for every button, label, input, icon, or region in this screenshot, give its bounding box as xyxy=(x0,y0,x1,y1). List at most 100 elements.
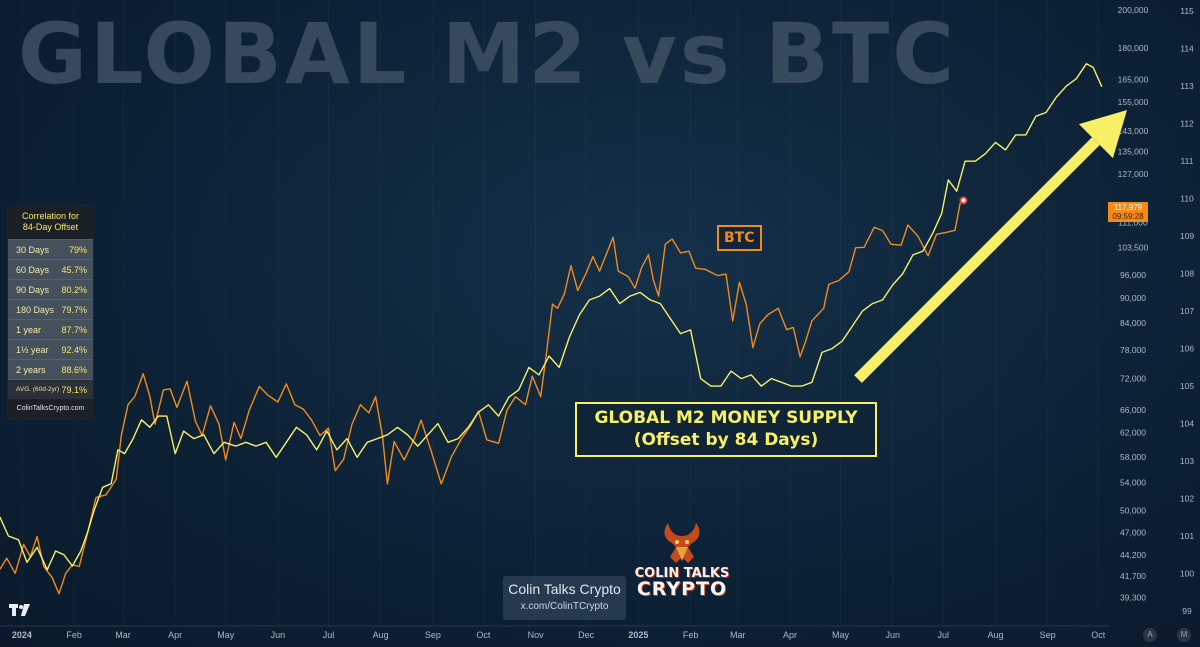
btc-last-price-marker xyxy=(959,196,968,205)
correlation-row: 1 year 87.7% xyxy=(8,319,93,339)
btc-countdown: 09:59:28 xyxy=(1112,212,1144,221)
correlation-header-line1: Correlation for xyxy=(21,211,80,221)
x-tick-label: May xyxy=(217,630,235,640)
m2-axis-tick-label: 103 xyxy=(1180,456,1194,466)
axis-mode-button[interactable]: M xyxy=(1177,628,1191,642)
correlation-value: 87.7% xyxy=(61,324,87,335)
trend-arrow-head xyxy=(1078,110,1127,159)
logo-line2: CRYPTO xyxy=(636,578,728,600)
trend-arrow-shaft xyxy=(854,137,1100,383)
btc-axis-tick-label: 200,000 xyxy=(1118,5,1149,15)
author-watermark: Colin Talks Crypto x.com/ColinTCrypto xyxy=(503,576,626,620)
correlation-row: 2 years 88.6% xyxy=(8,359,93,379)
x-tick-label: Mar xyxy=(730,630,746,640)
correlation-period: 1½ year xyxy=(16,344,49,355)
btc-annotation: BTC xyxy=(717,225,762,251)
correlation-period: 60 Days xyxy=(16,264,50,275)
m2-annotation: GLOBAL M2 MONEY SUPPLY (Offset by 84 Day… xyxy=(575,402,877,457)
btc-axis-tick-label: 39,300 xyxy=(1120,592,1146,602)
btc-axis-tick-label: 180,000 xyxy=(1118,43,1149,53)
btc-axis-tick-label: 54,000 xyxy=(1120,478,1146,488)
correlation-row: 180 Days 79.7% xyxy=(8,299,93,319)
btc-axis-tick-label: 103,500 xyxy=(1118,243,1149,253)
correlation-period: 180 Days xyxy=(16,304,55,315)
correlation-period: 1 year xyxy=(16,324,42,335)
correlation-row: 1½ year 92.4% xyxy=(8,339,93,359)
correlation-period: 30 Days xyxy=(16,244,50,255)
correlation-period: 90 Days xyxy=(16,284,50,295)
x-tick-label: Dec xyxy=(578,630,595,640)
correlation-row: 60 Days 45.7% xyxy=(8,259,93,279)
m2-annotation-line2: (Offset by 84 Days) xyxy=(633,430,819,450)
x-tick-label: Apr xyxy=(168,630,182,640)
btc-axis-tick-label: 66,000 xyxy=(1120,405,1146,415)
btc-axis-tick-label: 58,000 xyxy=(1120,452,1146,462)
m2-axis-tick-label: 101 xyxy=(1180,531,1194,541)
m2-axis-tick-label: 109 xyxy=(1180,231,1194,241)
x-tick-label: Aug xyxy=(373,630,389,640)
m2-axis-tick-label: 108 xyxy=(1180,269,1194,279)
m2-annotation-line1: GLOBAL M2 MONEY SUPPLY xyxy=(594,408,858,428)
x-tick-label: Oct xyxy=(1091,630,1106,640)
btc-last-price: 117,979 xyxy=(1113,203,1143,212)
btc-axis-tick-label: 44,200 xyxy=(1120,550,1146,560)
btc-axis-tick-label: 50,000 xyxy=(1120,505,1146,515)
m2-axis-tick-label: 111 xyxy=(1181,156,1194,166)
m2-axis-tick-label: 113 xyxy=(1180,81,1194,91)
auto-scale-button[interactable]: A xyxy=(1143,628,1157,642)
correlation-value: 79.7% xyxy=(61,304,87,315)
x-tick-label: Mar xyxy=(115,630,131,640)
chart-title: GLOBAL M2 vs BTC xyxy=(18,5,957,103)
correlation-row: 30 Days 79% xyxy=(8,239,93,259)
btc-axis-tick-label: 78,000 xyxy=(1120,345,1146,355)
x-tick-label: Feb xyxy=(66,630,82,640)
correlation-value: 92.4% xyxy=(61,344,87,355)
x-tick-label: Oct xyxy=(476,630,491,640)
x-tick-label: Jul xyxy=(323,630,335,640)
watermark-handle: x.com/ColinTCrypto xyxy=(520,601,609,612)
btc-axis-tick-label: 143,000 xyxy=(1118,126,1149,136)
m2-axis-tick-label: 105 xyxy=(1180,381,1194,391)
m2-axis-tick-label: 104 xyxy=(1180,419,1194,429)
btc-axis-tick-label: 111,000 xyxy=(1118,217,1148,227)
x-tick-label: Jun xyxy=(885,630,900,640)
x-tick-label: Aug xyxy=(987,630,1003,640)
correlation-value: 80.2% xyxy=(61,284,87,295)
btc-axis-tick-label: 47,000 xyxy=(1120,528,1146,538)
correlation-table-footer: ColinTalksCrypto.com xyxy=(8,399,93,419)
correlation-value: 79% xyxy=(68,244,87,255)
btc-axis-tick-label: 96,000 xyxy=(1120,270,1146,280)
m2-axis-tick-label: 106 xyxy=(1180,344,1194,354)
btc-axis-tick-label: 90,000 xyxy=(1120,293,1146,303)
btc-axis-tick-label: 165,000 xyxy=(1118,74,1149,84)
logo-line1: COLIN TALKS xyxy=(634,566,730,581)
m2-axis-tick-label: 102 xyxy=(1180,494,1194,504)
correlation-average-label: AVG. (60d-2yr) xyxy=(16,386,60,393)
m2-series-line xyxy=(0,63,1103,571)
m2-axis-tick-label: 115 xyxy=(1180,6,1194,16)
brand-logo: COLIN TALKS CRYPTO xyxy=(632,567,732,599)
correlation-header-line2: 84-Day Offset xyxy=(22,222,79,232)
correlation-table-header: Correlation for 84-Day Offset xyxy=(8,206,93,239)
btc-axis-tick-label: 127,000 xyxy=(1118,169,1149,179)
btc-axis-tick-label: 155,000 xyxy=(1118,97,1149,107)
correlation-row: 90 Days 80.2% xyxy=(8,279,93,299)
x-tick-label: May xyxy=(832,630,850,640)
btc-price-tag: 117,979 09:59:28 xyxy=(1108,202,1148,222)
x-tick-label: Sep xyxy=(425,630,441,640)
x-tick-label: Jun xyxy=(271,630,286,640)
btc-axis-tick-label: 72,000 xyxy=(1120,374,1146,384)
correlation-average-value: 79.1% xyxy=(61,384,87,395)
btc-axis-tick-label: 135,000 xyxy=(1118,147,1149,157)
correlation-value: 88.6% xyxy=(61,364,87,375)
correlation-period: 2 years xyxy=(16,364,46,375)
x-tick-label: 2025 xyxy=(628,630,648,640)
btc-series-line xyxy=(0,199,965,595)
btc-axis-tick-label: 41,700 xyxy=(1120,571,1146,581)
watermark-name: Colin Talks Crypto xyxy=(508,581,621,597)
x-tick-label: Apr xyxy=(783,630,797,640)
x-tick-label: Feb xyxy=(683,630,699,640)
correlation-average-row: AVG. (60d-2yr) 79.1% xyxy=(8,379,93,399)
m2-axis-tick-label: 107 xyxy=(1180,306,1194,316)
